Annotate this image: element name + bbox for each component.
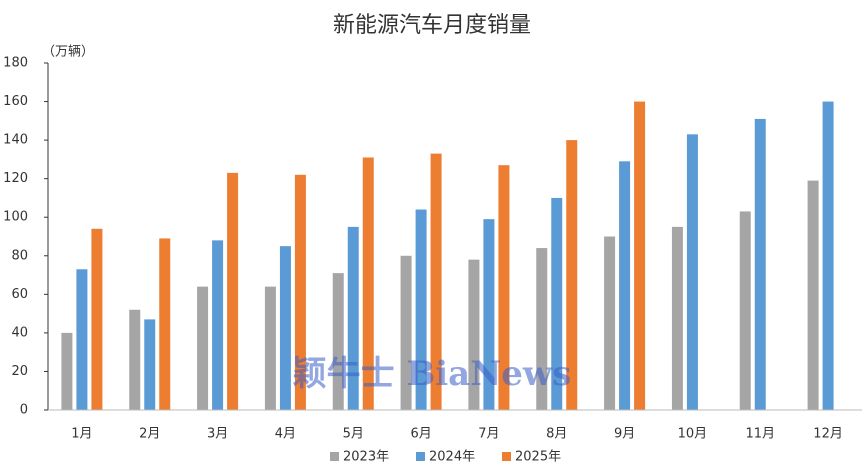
y-tick-label: 60: [11, 287, 28, 302]
x-tick-label: 8月: [546, 427, 567, 442]
watermark: 颖牛士 BiaNews: [293, 354, 572, 394]
x-tick-label: 7月: [478, 427, 499, 442]
y-tick-label: 20: [11, 364, 28, 379]
bar: [294, 174, 306, 410]
bar: [604, 236, 616, 410]
bar: [498, 165, 510, 410]
bar: [212, 240, 224, 410]
x-tick-label: 10月: [678, 427, 708, 442]
x-tick-label: 1月: [71, 427, 92, 442]
y-tick-label: 0: [20, 403, 28, 418]
legend-swatch: [502, 452, 511, 461]
bar: [159, 238, 171, 410]
bar: [415, 209, 427, 410]
x-tick-label: 3月: [207, 427, 228, 442]
bar: [76, 269, 88, 410]
y-unit: （万辆）: [42, 45, 94, 60]
bar: [61, 332, 73, 410]
legend-swatch: [416, 452, 425, 461]
bar: [197, 286, 209, 410]
bar: [362, 157, 374, 410]
x-tick-label: 12月: [813, 427, 843, 442]
legend-label: 2024年: [429, 450, 475, 465]
legend-label: 2023年: [343, 450, 389, 465]
bar: [279, 246, 291, 410]
y-tick-label: 180: [3, 56, 28, 71]
bar: [822, 101, 834, 411]
bar: [91, 228, 103, 410]
bar: [807, 180, 819, 410]
bar: [566, 140, 578, 410]
x-tick-label: 11月: [745, 427, 775, 442]
x-tick-label: 5月: [343, 427, 364, 442]
bar: [739, 211, 751, 410]
x-tick-label: 2月: [139, 427, 160, 442]
bar: [619, 161, 631, 410]
y-tick-label: 120: [3, 171, 28, 186]
bar: [129, 309, 141, 410]
bar: [634, 101, 646, 411]
chart-title: 新能源汽车月度销量: [333, 13, 531, 38]
legend-label: 2025年: [515, 450, 561, 465]
x-tick-label: 9月: [614, 427, 635, 442]
bar: [430, 153, 442, 410]
bar: [551, 197, 563, 410]
bar: [347, 226, 359, 410]
bar: [264, 286, 276, 410]
bar: [754, 118, 766, 411]
bar: [144, 319, 156, 410]
y-tick-label: 40: [11, 325, 28, 340]
x-tick-label: 6月: [410, 427, 431, 442]
bar: [227, 172, 239, 410]
y-tick-label: 100: [3, 210, 28, 225]
bar: [468, 259, 480, 410]
legend-swatch: [330, 452, 339, 461]
bar: [483, 219, 495, 410]
bar: [536, 248, 548, 410]
y-tick-label: 140: [3, 133, 28, 148]
y-tick-label: 160: [3, 94, 28, 109]
bar: [671, 226, 683, 410]
y-tick-label: 80: [11, 248, 28, 263]
bar: [332, 273, 344, 410]
bar: [686, 134, 698, 411]
bar: [400, 255, 412, 410]
x-tick-label: 4月: [275, 427, 296, 442]
